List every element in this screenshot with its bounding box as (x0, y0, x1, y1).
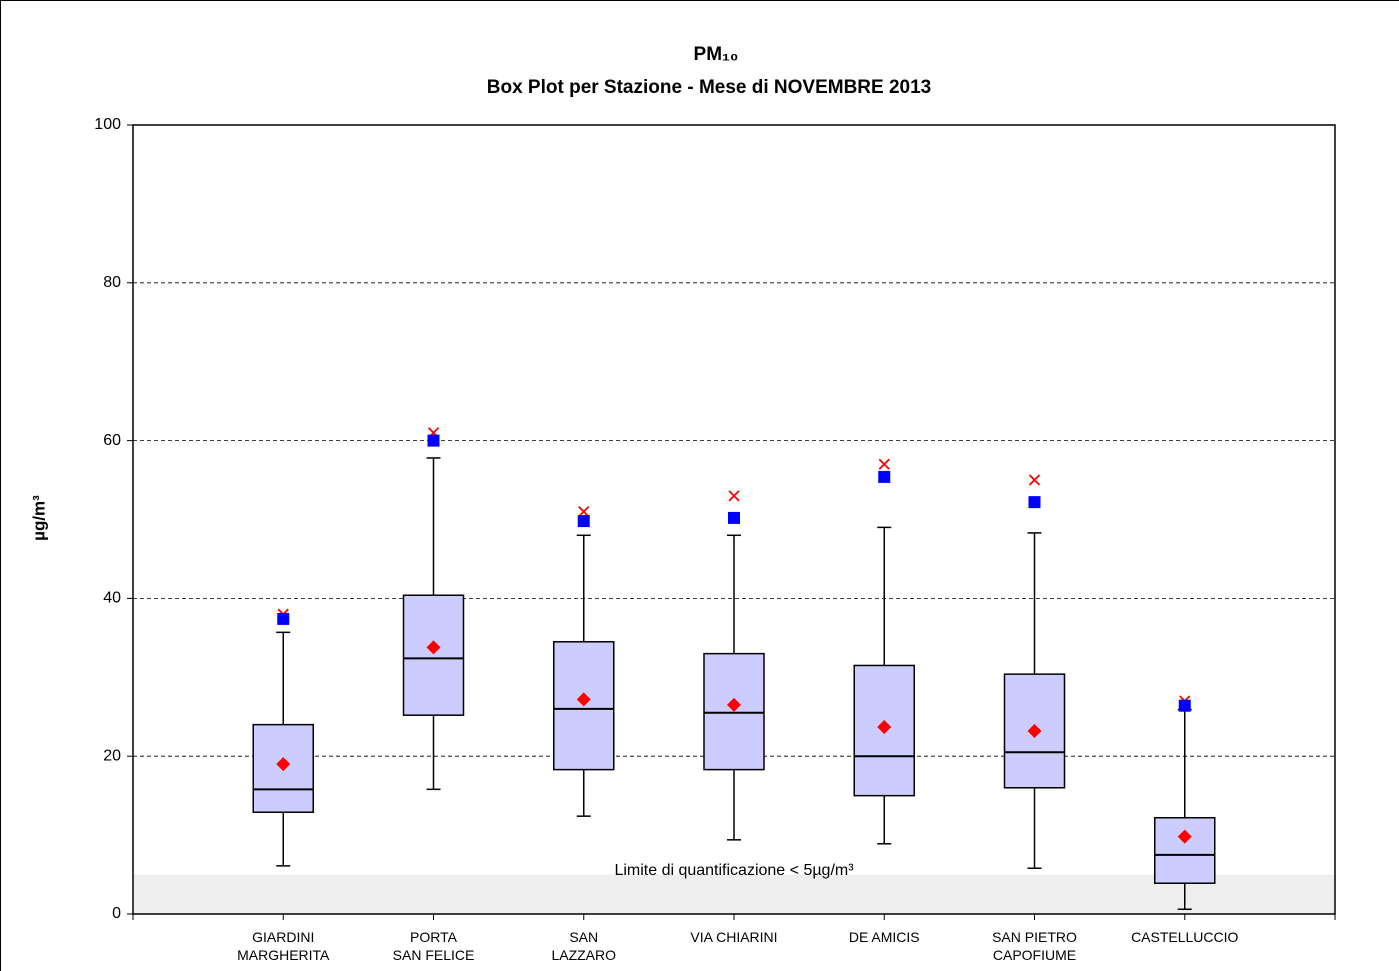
x-tick-label: PORTA SAN FELICE (392, 929, 475, 963)
x-tick-label: VIA CHIARINI (690, 929, 778, 945)
x-tick-label: SAN PIETRO CAPOFIUME (992, 929, 1077, 963)
y-tick-label: 0 (112, 905, 121, 922)
square-marker (728, 511, 740, 524)
mean-marker (727, 697, 741, 712)
mean-marker (1177, 829, 1192, 844)
x-tick-label: CASTELLUCCIO (1131, 929, 1239, 945)
shade-band (134, 874, 1335, 914)
square-marker (1178, 699, 1191, 712)
x-tick-label: GIARDINI MARGHERITA (237, 929, 330, 963)
square-marker (427, 434, 440, 447)
square-marker (878, 470, 891, 483)
box (402, 594, 465, 716)
y-tick-label: 80 (103, 274, 121, 291)
square-marker (277, 612, 290, 625)
chart-title: PM₁₀ (694, 44, 739, 65)
mean-marker (576, 692, 591, 707)
box (1154, 816, 1216, 884)
cross-marker (728, 490, 740, 502)
shade-label: Limite di quantificazione < 5µg/m³ (614, 862, 854, 879)
square-marker (577, 515, 590, 528)
mean-marker (276, 757, 291, 772)
y-tick-label: 100 (94, 116, 121, 133)
y-tick-label: 40 (103, 590, 121, 607)
cross-marker (578, 505, 590, 518)
chart-subtitle: Box Plot per Stazione - Mese di NOVEMBRE… (487, 77, 932, 98)
cross-marker (878, 458, 890, 470)
x-tick-label: SAN LAZZARO (551, 929, 617, 963)
mean-marker (1027, 723, 1042, 738)
cross-marker (1028, 474, 1041, 486)
square-marker (1028, 496, 1041, 509)
y-axis-label: µg/m³ (29, 495, 48, 541)
x-tick-label: DE AMICIS (848, 929, 920, 945)
mean-marker (877, 720, 892, 735)
y-tick-label: 60 (103, 432, 121, 449)
mean-marker (426, 640, 441, 655)
y-tick-label: 20 (103, 747, 121, 764)
